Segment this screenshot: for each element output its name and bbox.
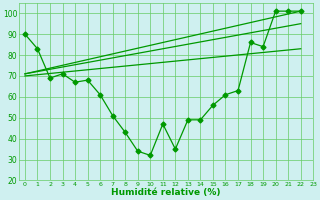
X-axis label: Humidité relative (%): Humidité relative (%)	[111, 188, 221, 197]
